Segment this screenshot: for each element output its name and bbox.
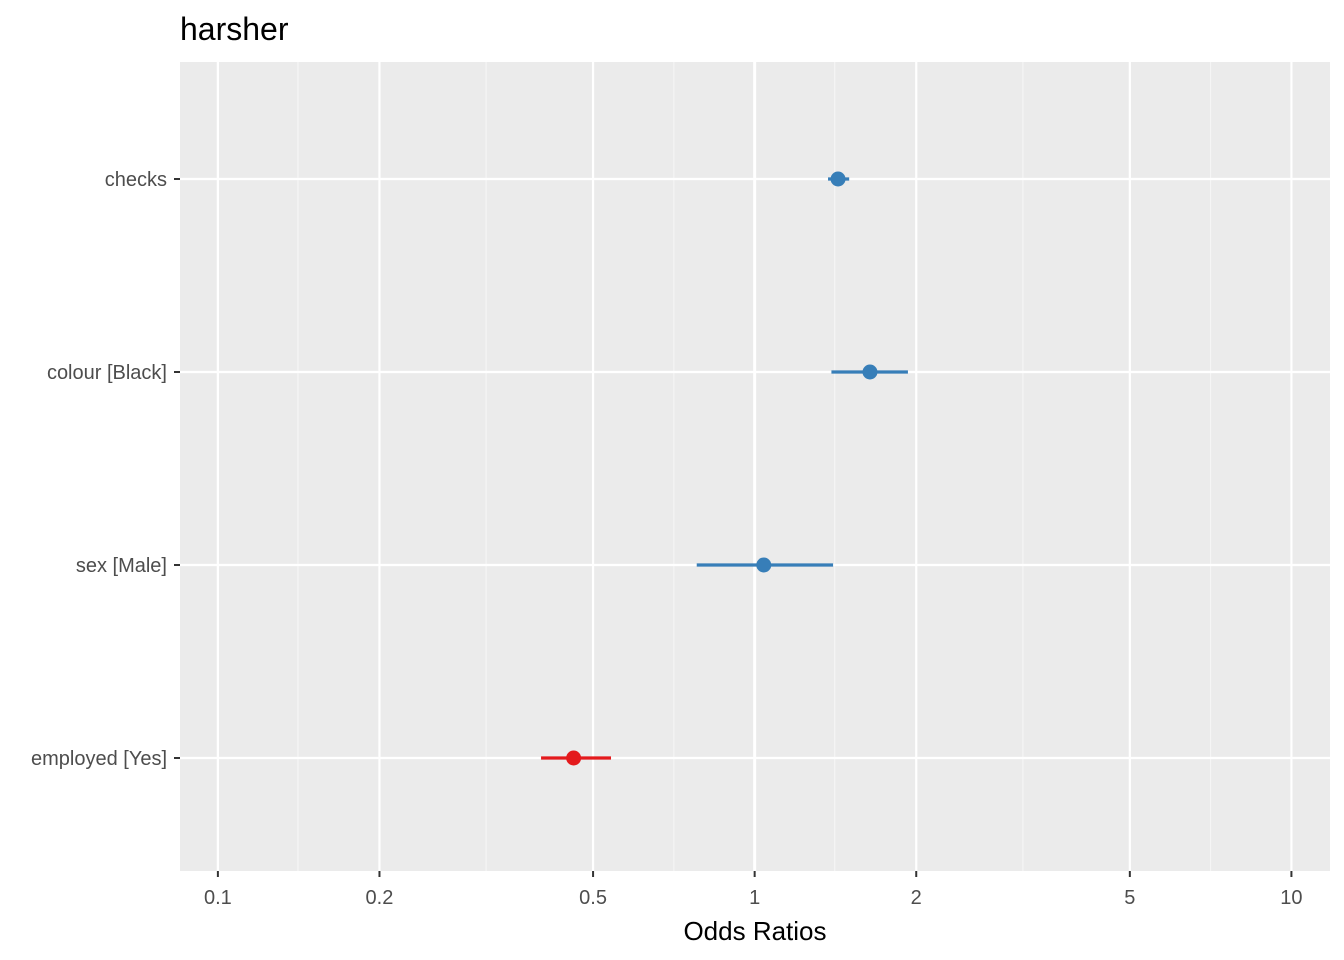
estimate-point (830, 171, 846, 187)
y-tick-label: employed [Yes] (31, 748, 167, 770)
y-axis: checks colour [Black] sex [Male] employed [… (31, 169, 180, 770)
x-tick-label: 10 (1280, 887, 1302, 909)
estimate-point (756, 557, 772, 573)
x-tick-label: 0.2 (366, 887, 394, 909)
x-tick-label: 0.1 (204, 887, 232, 909)
chart-title: harsher (180, 11, 289, 47)
y-tick-label: checks (105, 169, 167, 191)
minor-gridlines (297, 62, 1212, 871)
estimate-point (862, 364, 878, 380)
y-tick-label: sex [Male] (76, 555, 167, 577)
estimate-marks (541, 171, 908, 766)
x-axis: 0.1 0.2 0.5 1 2 5 10 (204, 871, 1303, 909)
estimate-point (566, 750, 582, 766)
y-tick-label: colour [Black] (47, 362, 167, 384)
x-tick-label: 0.5 (579, 887, 607, 909)
x-tick-label: 5 (1124, 887, 1135, 909)
x-tick-label: 1 (749, 887, 760, 909)
x-tick-label: 2 (911, 887, 922, 909)
x-axis-title: Odds Ratios (683, 916, 826, 946)
major-gridlines (180, 62, 1330, 871)
